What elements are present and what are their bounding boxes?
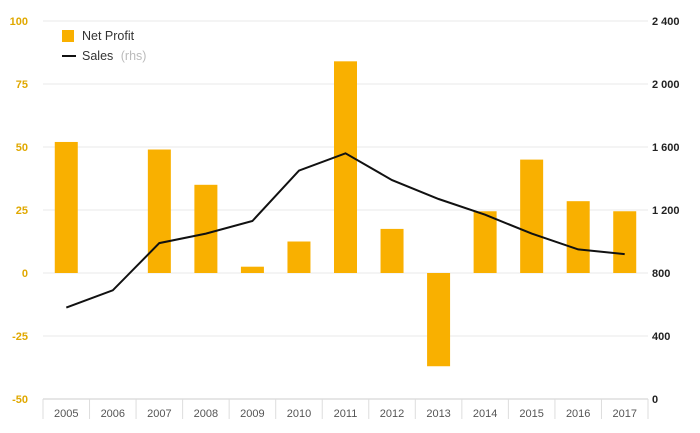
y-right-tick-label: 1 200 <box>652 205 680 217</box>
x-tick-label: 2006 <box>101 408 125 420</box>
x-tick-label: 2008 <box>194 408 218 420</box>
bar-2008 <box>194 184 218 273</box>
x-tick-label: 2011 <box>334 408 358 420</box>
y-left-tick-label: -25 <box>12 331 28 343</box>
legend-label-sales: Sales (rhs) <box>82 49 146 63</box>
x-tick-label: 2015 <box>519 408 543 420</box>
y-right-tick-label: 2 000 <box>652 79 680 91</box>
x-tick-label: 2014 <box>473 408 497 420</box>
y-right-tick-label: 2 400 <box>652 16 680 28</box>
bar-2005 <box>54 141 78 273</box>
y-right-tick-label: 400 <box>652 331 670 343</box>
x-tick-label: 2009 <box>240 408 264 420</box>
y-right-tick-label: 1 600 <box>652 142 680 154</box>
legend-swatch-net-profit <box>62 30 74 42</box>
x-tick-label: 2012 <box>380 408 404 420</box>
y-left-tick-label: -50 <box>12 394 28 406</box>
y-left-tick-label: 75 <box>16 79 28 91</box>
y-left-tick-label: 50 <box>16 142 28 154</box>
bar-2011 <box>334 61 357 273</box>
bar-2007 <box>147 149 171 273</box>
bar-2015 <box>520 159 544 273</box>
legend-label-sales-suffix: (rhs) <box>121 49 147 63</box>
y-axis-right: 2 400 2 000 1 600 1 200 800 400 0 <box>652 16 680 406</box>
bar-2009 <box>240 266 264 273</box>
x-tick-label: 2005 <box>54 408 78 420</box>
y-right-tick-label: 0 <box>652 394 658 406</box>
bar-2014 <box>473 211 497 273</box>
legend-label-net-profit: Net Profit <box>82 29 135 43</box>
line-series-sales <box>65 152 625 309</box>
x-tick-label: 2016 <box>566 408 590 420</box>
x-axis: 2005 2006 2007 2008 2009 2010 2011 2012 2013 2014… <box>42 399 649 420</box>
bar-2012 <box>380 228 404 273</box>
y-axis-left: 100 75 50 25 0 -25 -50 <box>10 16 28 406</box>
legend-label-sales-name: Sales <box>82 49 113 63</box>
x-tick-label: 2007 <box>147 408 171 420</box>
y-left-tick-label: 100 <box>10 16 28 28</box>
x-tick-label: 2013 <box>426 408 450 420</box>
bar-series-net-profit <box>54 61 637 367</box>
x-tick-label: 2010 <box>287 408 311 420</box>
legend: Net Profit Sales (rhs) <box>62 29 146 63</box>
y-left-tick-label: 0 <box>22 268 28 280</box>
y-right-tick-label: 800 <box>652 268 670 280</box>
bar-2013 <box>427 273 451 367</box>
bar-2016 <box>566 201 590 273</box>
x-tick-label: 2017 <box>612 408 636 420</box>
bar-2017 <box>613 211 637 273</box>
y-left-tick-label: 25 <box>16 205 28 217</box>
bar-2010 <box>287 241 311 273</box>
